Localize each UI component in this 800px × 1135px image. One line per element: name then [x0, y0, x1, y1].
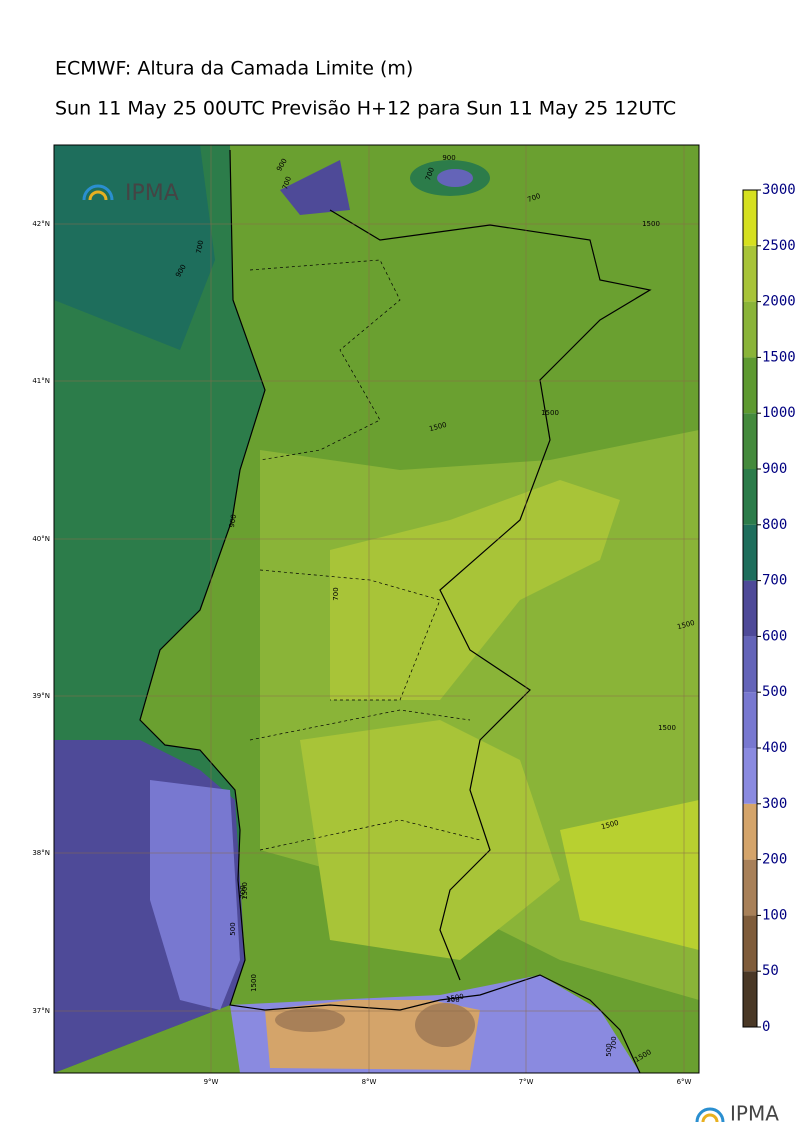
colorbar-label: 1000 [762, 405, 796, 421]
colorbar-segment [743, 859, 757, 916]
colorbar-label: 1500 [762, 349, 796, 365]
colorbar-label: 500 [762, 684, 787, 700]
lon-label: 6°W [677, 1078, 692, 1086]
sea-region [54, 145, 215, 350]
colorbar-segment [743, 301, 757, 358]
colorbar-segment [743, 915, 757, 972]
contour-label: 1500 [658, 724, 676, 732]
logo-text: IPMA [730, 1102, 779, 1126]
colorbar-label: 100 [762, 907, 787, 923]
map: 9007007009007009007009001500150015007001… [54, 145, 699, 1073]
colorbar-label: 50 [762, 963, 779, 979]
colorbar-label: 2500 [762, 238, 796, 254]
title: ECMWF: Altura da Camada Limite (m) [55, 58, 413, 80]
colorbar-label: 600 [762, 628, 787, 644]
map-frame [53, 144, 700, 1074]
contour-label: 500 [605, 1043, 613, 1056]
colorbar-label: 200 [762, 852, 787, 868]
colorbar-label: 3000 [762, 182, 796, 198]
contour-label: 1500 [446, 993, 465, 1004]
colorbar-segment [743, 469, 757, 525]
lat-label: 38°N [32, 849, 50, 857]
colorbar-segment [743, 748, 757, 804]
subtitle: Sun 11 May 25 00UTC Previsão H+12 para S… [55, 98, 676, 120]
colorbar-segment [743, 971, 757, 1027]
contour-label: 1500 [241, 882, 249, 900]
graticule [54, 145, 699, 1073]
colorbar-frame [742, 189, 758, 1028]
contour-label: 700 [239, 885, 247, 898]
contour-label: 1500 [642, 220, 660, 228]
colorbar-segment [743, 692, 757, 748]
lon-label: 8°W [362, 1078, 377, 1086]
contour-label: 500 [229, 922, 237, 935]
colorbar-label: 2000 [762, 294, 796, 310]
colorbar-segment [743, 245, 757, 302]
colorbar-label: 800 [762, 517, 787, 533]
logo-text: IPMA [125, 181, 179, 206]
lat-label: 41°N [32, 377, 50, 385]
contour-label: 900 [442, 154, 455, 162]
lat-label: 39°N [32, 692, 50, 700]
lat-label: 37°N [32, 1007, 50, 1015]
contour-label: 700 [195, 240, 205, 255]
colorbar-label: 0 [762, 1019, 770, 1035]
lon-label: 9°W [204, 1078, 219, 1086]
colorbar-label: 900 [762, 461, 787, 477]
colorbar-segment [743, 803, 757, 860]
colorbar-segment [743, 357, 757, 414]
contour-label: 900 [228, 514, 238, 529]
colorbar-segment [743, 190, 757, 246]
contour-label: 300 [446, 996, 459, 1004]
colorbar-label: 300 [762, 796, 787, 812]
contour-label: 700 [332, 587, 340, 600]
contour-label: 700 [610, 1036, 618, 1049]
colorbar-segment [743, 413, 757, 469]
lat-label: 42°N [32, 220, 50, 228]
colorbar-segment [743, 580, 757, 637]
colorbar-label: 400 [762, 740, 787, 756]
contour-label: 1500 [250, 974, 258, 992]
lat-label: 40°N [32, 535, 50, 543]
contour-label: 1500 [541, 409, 559, 417]
colorbar-label: 700 [762, 573, 787, 589]
colorbar-segment [743, 524, 757, 581]
lon-label: 7°W [519, 1078, 534, 1086]
low-region [150, 780, 240, 1010]
colorbar-segment [743, 636, 757, 693]
